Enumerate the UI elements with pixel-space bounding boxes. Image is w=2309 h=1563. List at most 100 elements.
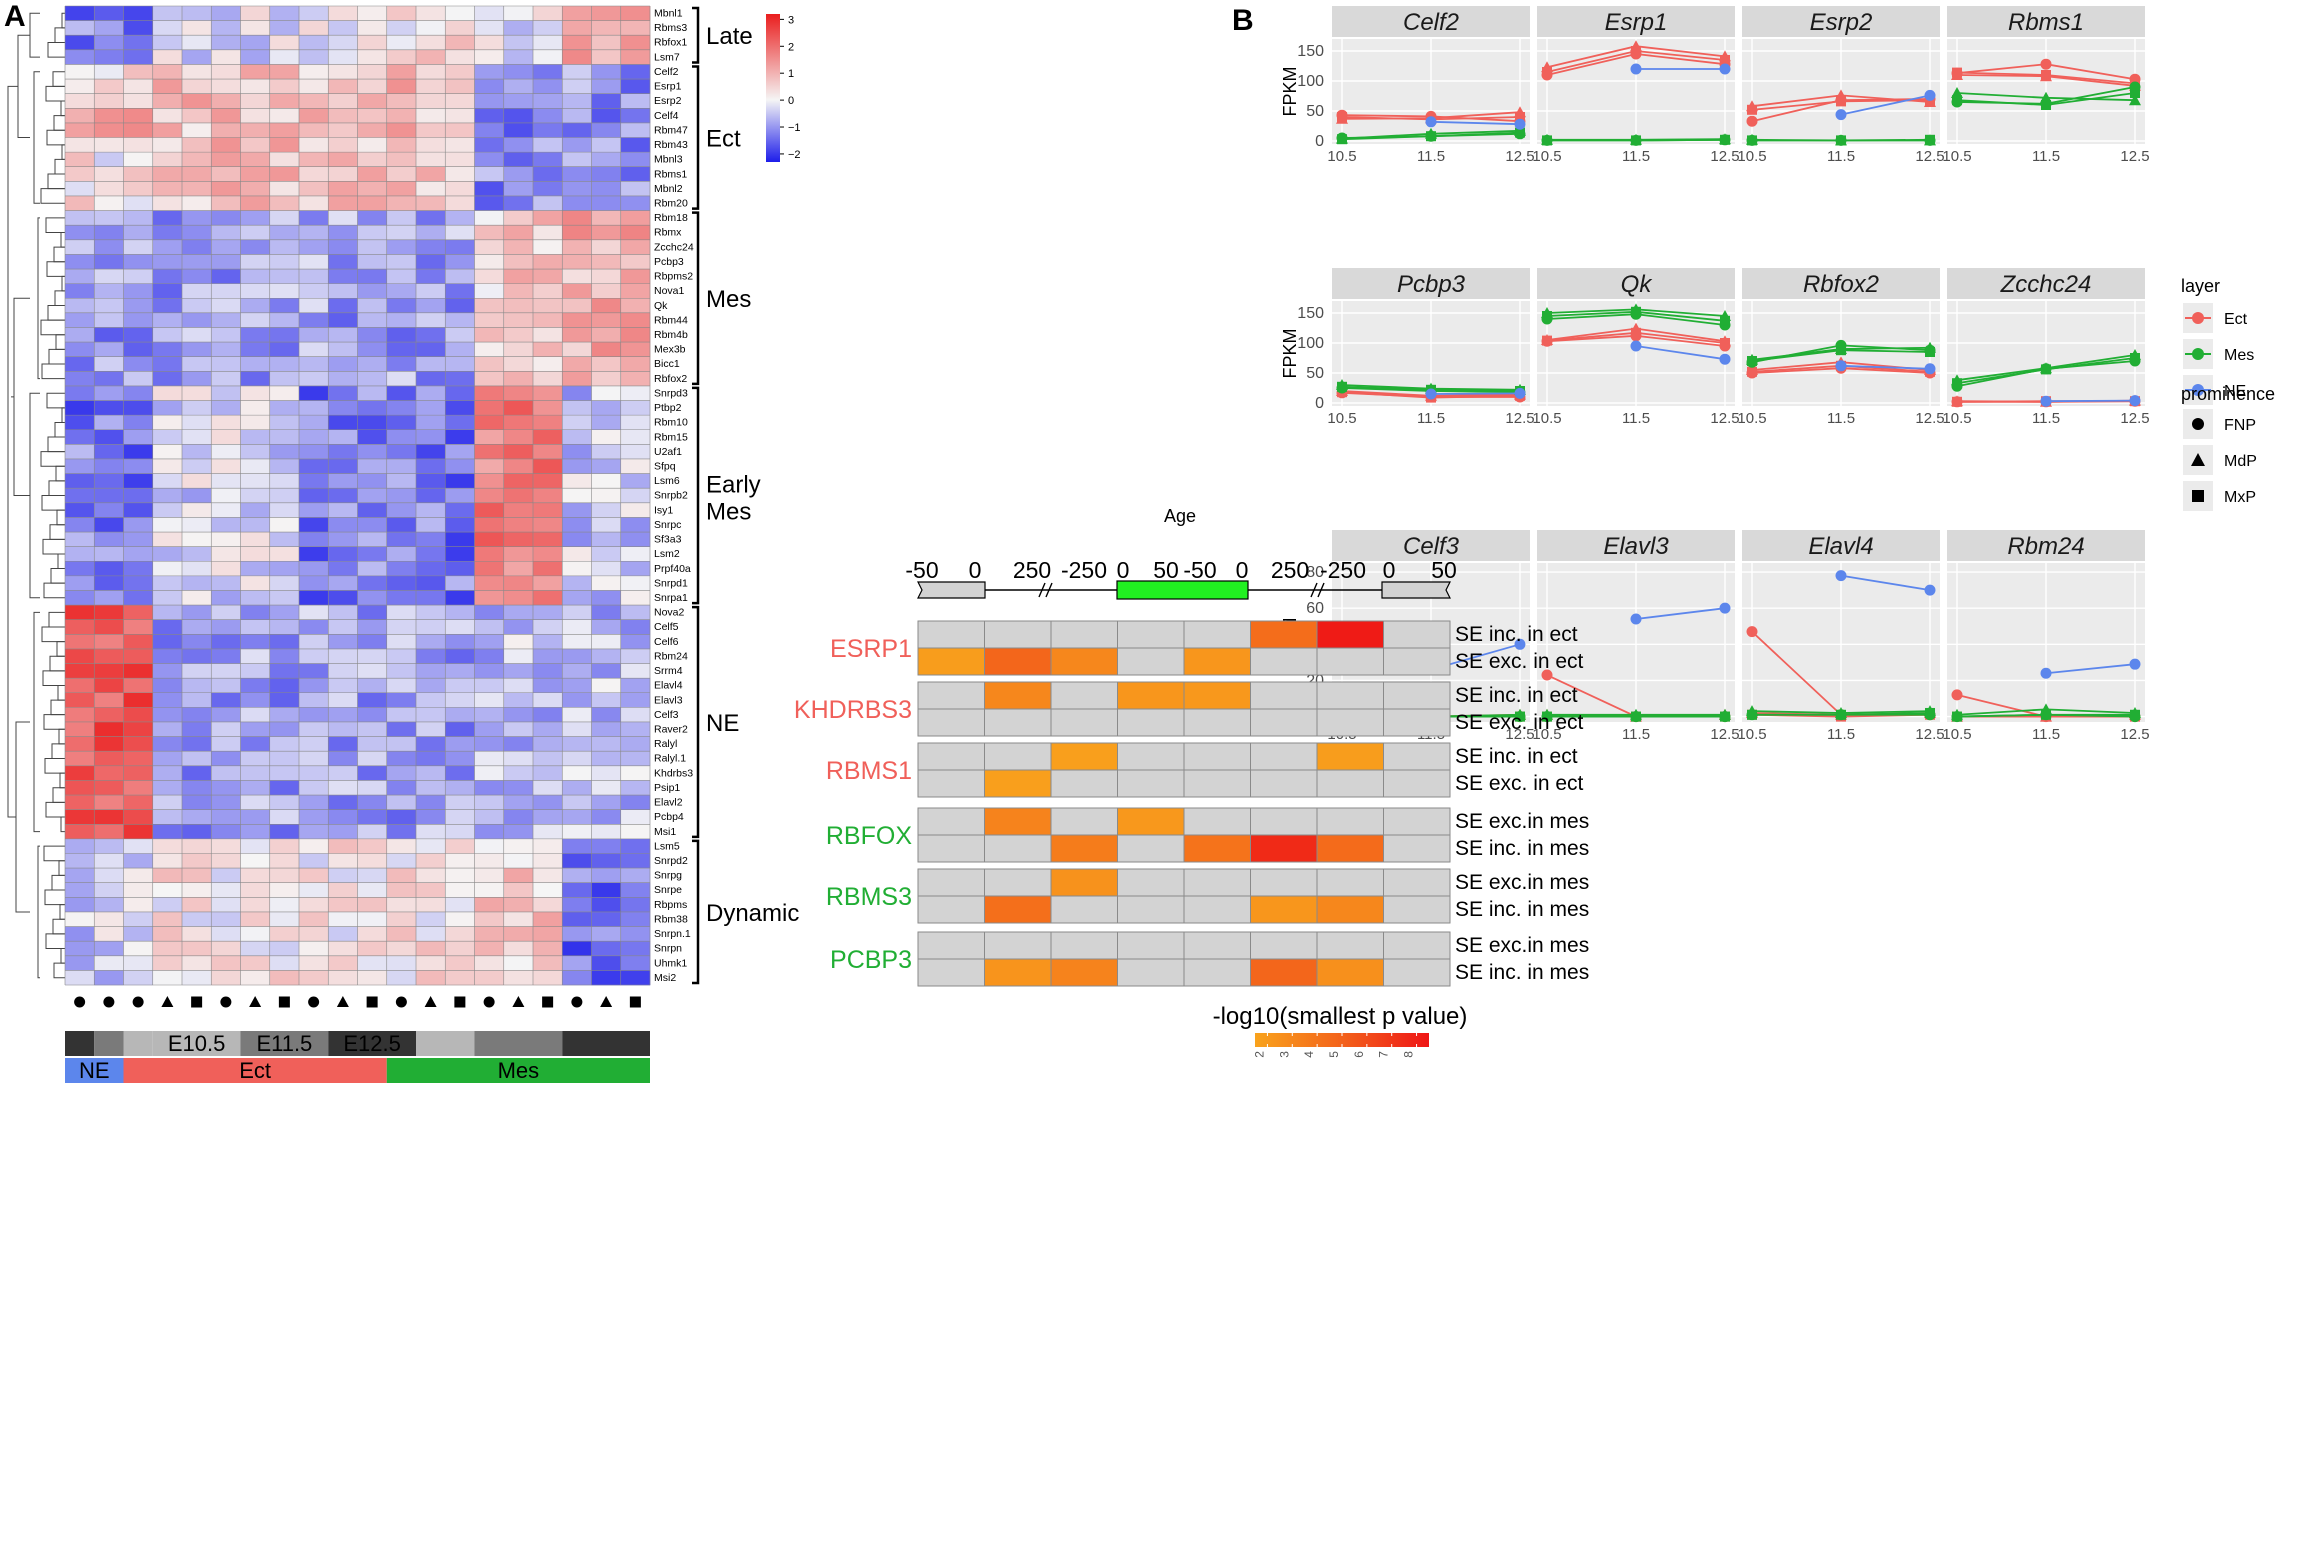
heatmap-cell [416,970,446,986]
heatmap-cell [503,181,534,197]
age-bar-segment [474,1031,563,1056]
colorbar-tick-label: 1 [788,68,794,80]
heatmap-cell [123,385,154,401]
heatmap-cell [357,210,388,226]
heatmap-cell [94,575,124,591]
heatmap-cell [240,6,271,21]
heatmap-cell [416,488,446,504]
facet-strip [1742,6,1940,37]
heatmap-cell [65,780,95,796]
p-value-cell [917,681,985,710]
panel-label-b: B [1232,4,1254,37]
heatmap-cell [269,838,300,854]
heatmap-cell [269,269,300,284]
dendrogram-branch [53,962,65,979]
heatmap-cell [445,619,475,635]
heatmap-cell [94,809,124,825]
heatmap-cell [123,824,154,840]
heatmap-cell [416,648,446,664]
row-label: Pcbp3 [654,256,684,268]
p-value-cell [1183,681,1251,710]
row-label: Nova2 [654,607,685,619]
heatmap-cell [445,20,475,36]
heatmap-cell [94,327,124,343]
heatmap-cell [94,298,124,314]
heatmap-cell [591,181,622,197]
x-tick-label: 10.5 [1942,148,1971,165]
column-shape-triangle [512,996,525,1007]
dendrogram-branch [57,553,65,570]
heatmap-cell [386,853,417,869]
row-label: SE exc.in mes [1455,934,1589,957]
heatmap-cell [94,765,124,781]
dendrogram-branch [40,451,65,467]
y-tick-label: 0 [1315,133,1324,150]
heatmap-cell [620,35,651,51]
heatmap-cell [240,882,271,898]
heatmap-cell [328,415,358,431]
heatmap-cell [357,721,388,737]
heatmap-cell [591,225,622,241]
heatmap-cell [445,254,475,270]
heatmap-cell [240,239,271,255]
data-point [1631,135,1641,146]
heatmap-cell [299,751,329,767]
heatmap-cell [299,795,329,810]
heatmap-cell [240,458,271,474]
heatmap-cell [533,35,563,51]
heatmap-cell [562,64,592,80]
p-value-cell [1250,647,1318,676]
heatmap-cell [328,93,358,109]
heatmap-cell [474,575,505,591]
legend-tick-label: 7 [1377,1051,1391,1058]
heatmap-cell [386,415,417,431]
p-value-cell [1117,958,1185,987]
row-label: Snrpn [654,943,682,955]
heatmap-cell [357,736,388,752]
dendrogram-branch [55,465,65,482]
heatmap-cell [562,619,592,635]
heatmap-cell [211,35,241,51]
heatmap-cell [299,312,329,328]
x-tick-label: 12.5 [2120,410,2149,427]
y-tick-label: 100 [1297,335,1324,352]
heatmap-cell [562,970,592,986]
heatmap-cell [416,692,446,708]
heatmap-cell [562,517,592,533]
heatmap-cell [357,561,388,577]
heatmap-cell [386,590,417,606]
heatmap-cell [357,575,388,591]
p-value-cell [917,742,985,771]
heatmap-cell [503,225,534,241]
heatmap-cell [152,605,183,621]
heatmap-cell [416,385,446,401]
heatmap-cell [357,298,388,314]
heatmap-cell [328,283,358,299]
heatmap-cell [357,605,388,621]
heatmap-cell [357,195,388,211]
heatmap-cell [94,721,124,737]
heatmap-cell [94,49,124,65]
heatmap-cell [211,79,241,94]
y-axis-title: FPKM [1280,328,1300,378]
heatmap-cell [211,795,241,810]
age-bar-segment [416,1031,475,1056]
heatmap-cell [474,473,505,489]
heatmap-cell [503,955,534,971]
heatmap-cell [123,254,154,270]
heatmap-cell [533,49,563,65]
heatmap-cell [591,269,622,284]
heatmap-cell [65,371,95,387]
row-label: SE inc. in ect [1455,684,1578,707]
heatmap-cell [269,634,300,650]
heatmap-cell [445,122,475,138]
series-line [1840,364,1931,370]
cluster-bracket [692,211,700,386]
heatmap-cell [474,824,505,840]
heatmap-cell [562,415,592,431]
age-bar-segment [562,1031,650,1056]
heatmap-cell [503,122,534,138]
heatmap-cell [533,429,563,445]
heatmap-cell [533,911,563,927]
